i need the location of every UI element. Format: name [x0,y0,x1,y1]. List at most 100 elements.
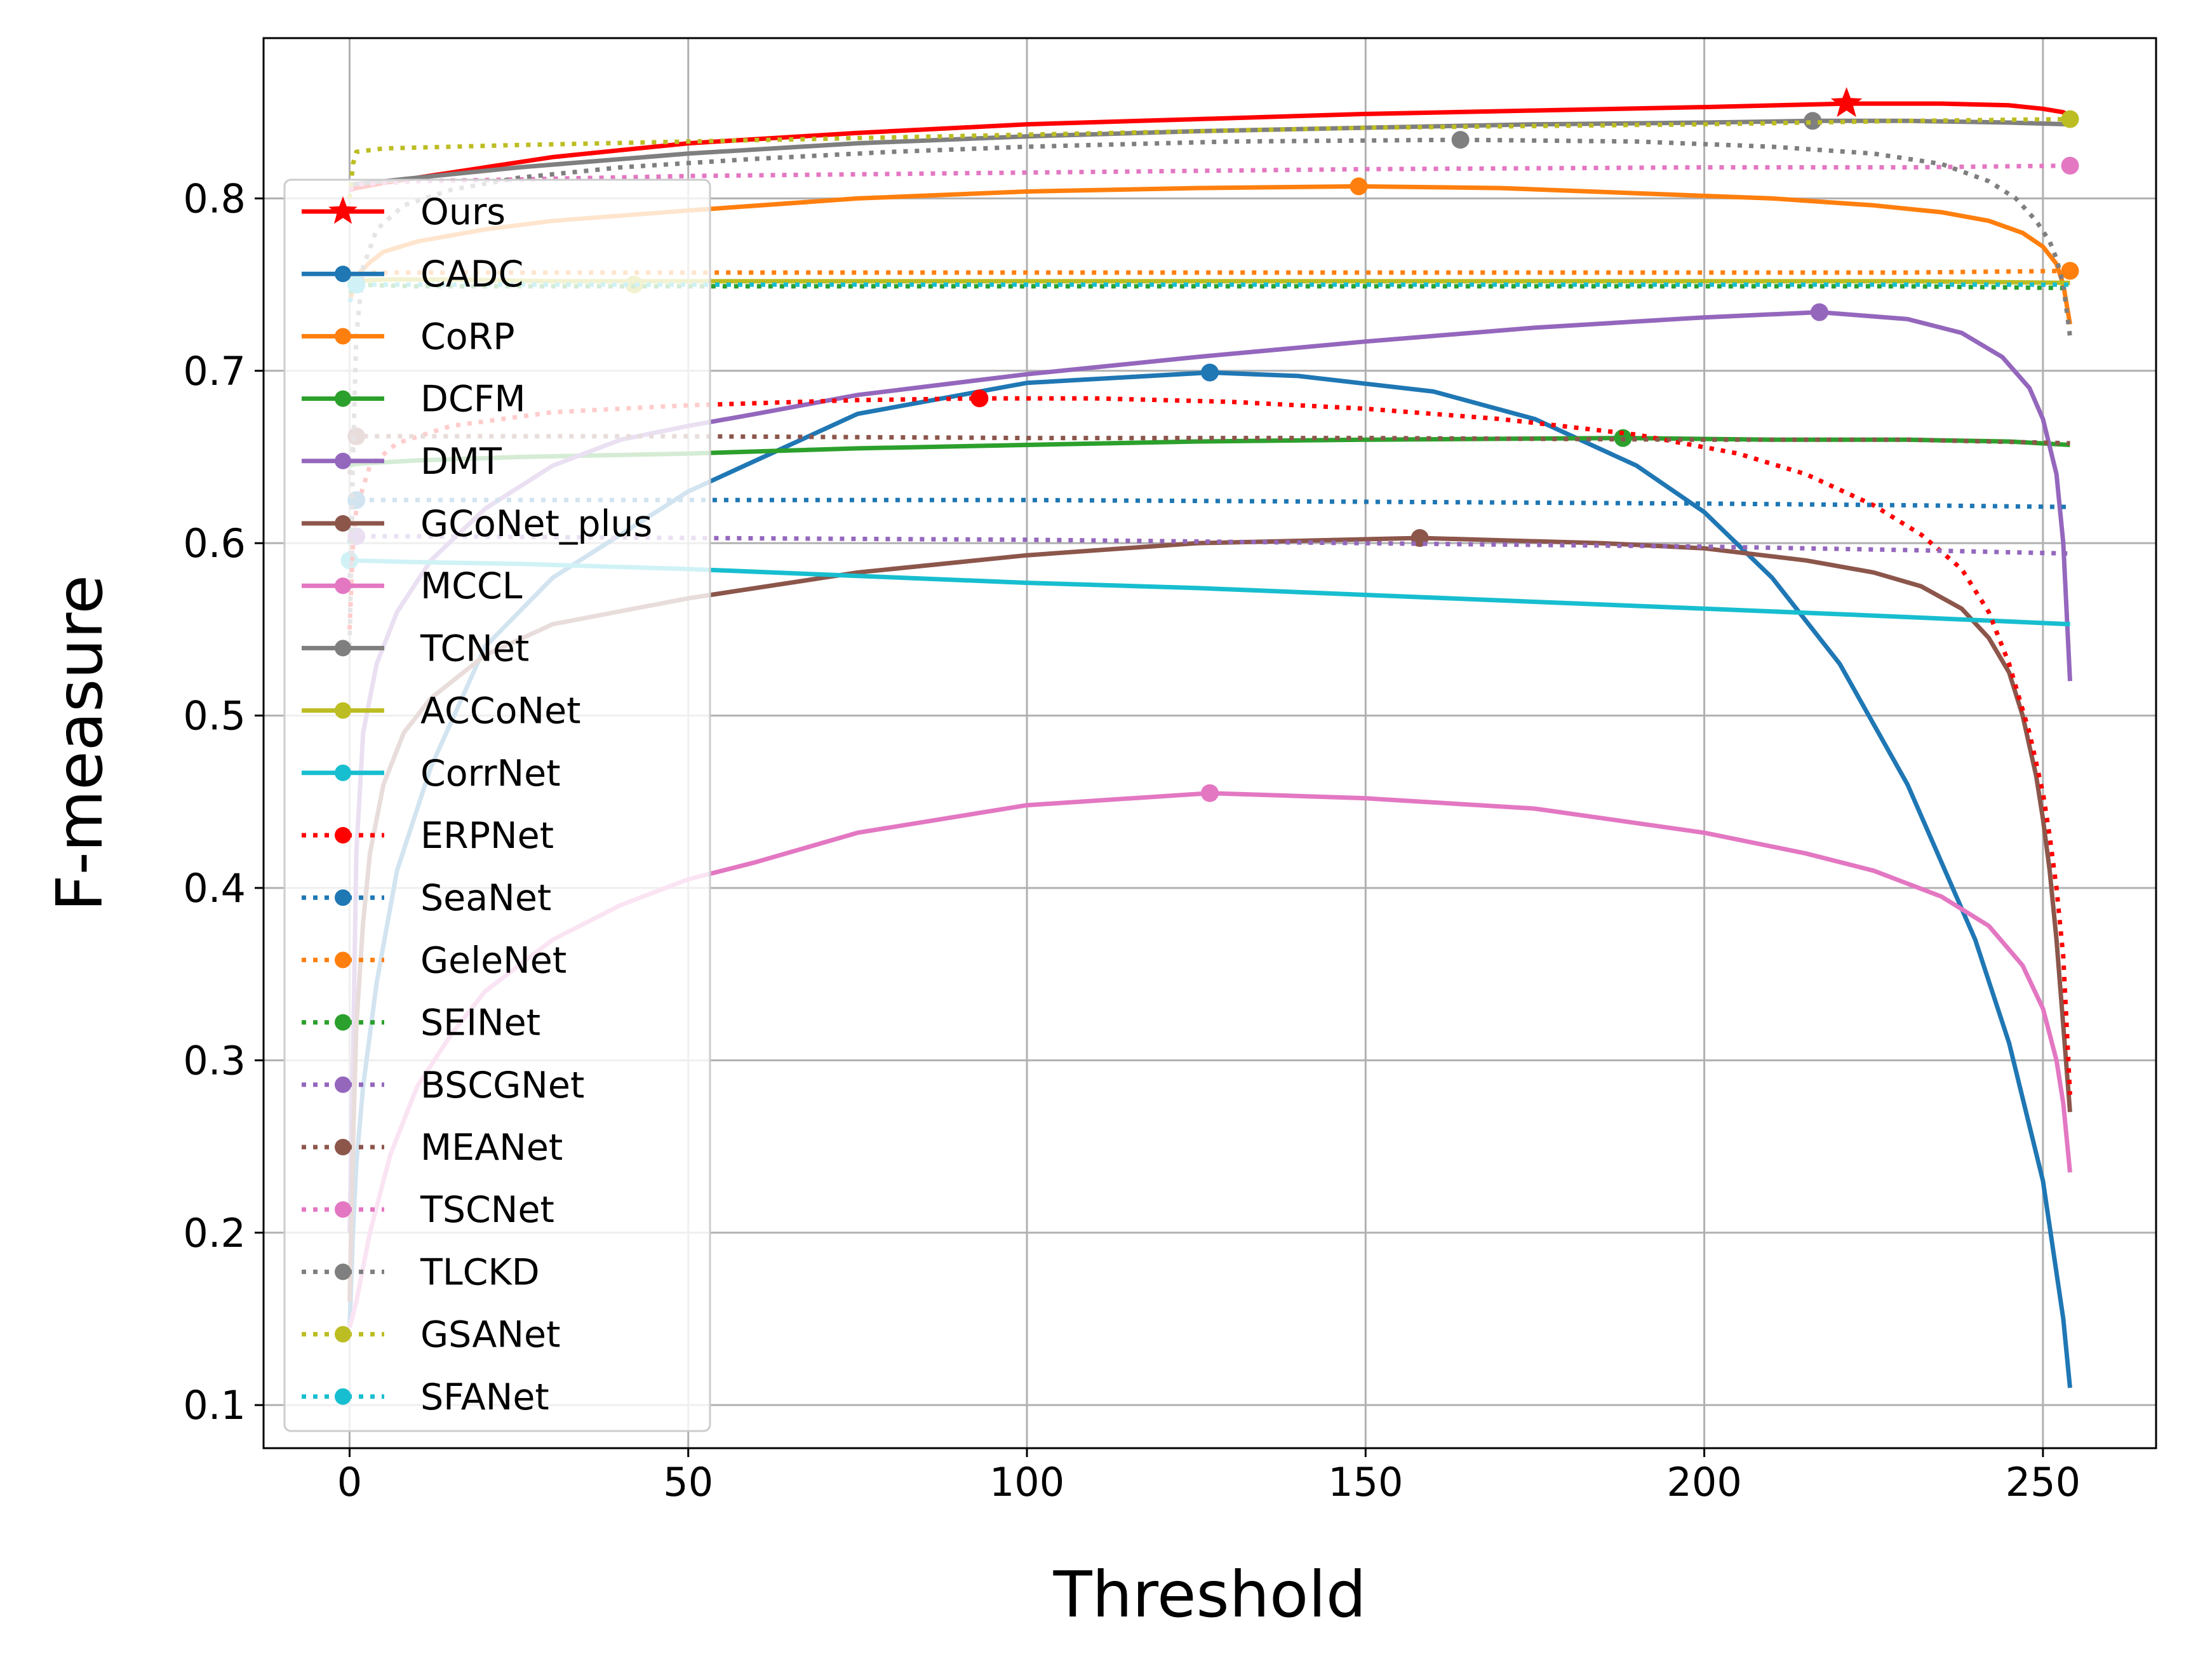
legend-item: GeleNet [302,939,566,981]
y-tick-label: 0.3 [183,1037,246,1084]
legend-marker [335,1263,351,1280]
legend-marker [335,640,351,657]
series-tcnet [349,112,2070,187]
legend-label: ACCoNet [420,690,581,732]
legend: Ours CADC CoRP DCFM DMT GCoNet_plus MCCL TCNet A… [283,178,711,1432]
legend-marker [335,827,351,843]
x-tick-label: 0 [337,1459,362,1505]
legend-label: GeleNet [420,939,566,981]
legend-marker [335,577,351,595]
legend-item: DCFM [302,379,526,420]
legend-item: ERPNet [302,815,554,857]
y-tick-label: 0.6 [183,520,246,567]
legend-item: GCoNet_plus [302,503,652,545]
legend-marker [335,1388,351,1405]
y-axis-label: F-measure [43,575,117,911]
legend-marker [335,390,351,407]
legend-item: SEINet [302,1002,540,1044]
series-gelenet [348,262,2079,280]
legend-label: SFANet [420,1376,549,1418]
legend-item: CADC [302,253,523,295]
peak-marker [1830,87,1863,118]
legend-label: GSANet [420,1314,560,1356]
legend-marker [335,1076,351,1093]
legend-item: TCNet [302,628,529,669]
legend-item: CorrNet [302,753,561,795]
legend-label: MEANet [420,1127,563,1169]
legend-marker [335,951,351,969]
legend-label: CorrNet [420,753,561,795]
legend-item: SFANet [302,1376,549,1418]
y-tick-label: 0.5 [183,693,246,739]
legend-item: GSANet [302,1314,560,1356]
y-tick-label: 0.1 [183,1382,246,1428]
series-line [347,434,2070,475]
legend-item: BSCGNet [302,1065,584,1106]
legend-label: SeaNet [420,877,551,919]
legend-marker [328,196,358,224]
legend-marker [335,764,351,781]
legend-label: CADC [420,253,523,295]
legend-label: CoRP [420,316,515,358]
y-tick-label: 0.2 [183,1210,246,1256]
series-tscnet [348,156,2079,192]
legend-label: TLCKD [420,1251,540,1293]
x-tick-label: 250 [2006,1459,2080,1505]
peak-marker [2061,156,2079,175]
x-tick-label: 50 [663,1459,713,1505]
series-gsanet [347,110,2079,199]
y-tick-label: 0.7 [183,348,246,394]
legend-marker [335,328,351,345]
legend-item: ACCoNet [302,690,581,732]
legend-marker [335,515,351,532]
legend-label: ERPNet [420,815,554,857]
legend-marker [335,1139,351,1155]
legend-item: TSCNet [302,1189,554,1231]
legend-marker [335,702,351,719]
x-tick-label: 100 [989,1459,1064,1505]
peak-marker [2061,110,2079,128]
peak-marker [1451,131,1470,149]
legend-label: Ours [420,191,506,233]
series-tlckd [347,131,2072,647]
legend-label: TSCNet [420,1189,554,1231]
x-tick-label: 200 [1666,1459,1741,1505]
legend-marker [335,889,351,906]
legend-label: DMT [420,441,502,483]
legend-marker [335,1201,351,1218]
peak-marker [1804,112,1822,130]
y-tick-label: 0.4 [183,865,246,911]
y-tick-label: 0.8 [183,175,246,222]
legend-label: DCFM [420,379,526,420]
legend-item: TLCKD [302,1251,540,1293]
legend-item: SeaNet [302,877,551,919]
legend-box [283,178,711,1432]
peak-marker [1201,784,1219,802]
peak-marker [1350,177,1368,196]
series-line [348,268,2070,278]
legend-marker [335,1014,351,1031]
peak-marker [970,389,989,408]
legend-marker [335,452,351,469]
plot-frame [262,37,2157,1449]
legend-item: Ours [302,191,506,233]
peak-marker [2061,262,2079,280]
legend-item: MEANet [302,1127,563,1169]
peak-marker [1810,303,1828,321]
peak-marker [1201,363,1219,382]
legend-item: MCCL [302,565,523,607]
series-line [347,117,2070,199]
legend-item: DMT [302,441,502,483]
legend-label: GCoNet_plus [420,503,652,545]
legend-marker [335,1326,351,1343]
legend-label: TCNet [420,628,529,669]
legend-label: BSCGNet [420,1065,584,1106]
series-ours [349,87,2072,192]
legend-label: SEINet [420,1002,540,1044]
legend-label: MCCL [420,565,523,607]
legend-marker [335,265,351,283]
x-axis-label: Threshold [1053,1557,1367,1632]
series-line [347,282,2070,303]
